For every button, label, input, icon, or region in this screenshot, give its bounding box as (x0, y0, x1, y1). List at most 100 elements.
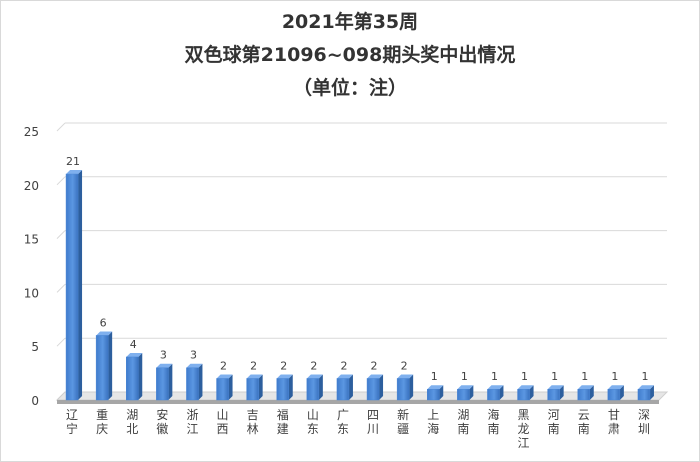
data-label: 6 (100, 316, 107, 329)
bar-front (637, 388, 651, 401)
x-tick-label: 云南 (578, 408, 590, 436)
data-label: 3 (190, 349, 197, 362)
chart-title-line-2: 双色球第21096~098期头奖中出情况 (184, 44, 516, 66)
bar-front (457, 388, 470, 401)
chart-title-line-3: （单位：注） (292, 77, 407, 99)
data-label: 1 (581, 370, 588, 383)
bar-side (439, 385, 444, 400)
bar (457, 385, 474, 401)
bar-front (396, 378, 410, 401)
bar-side (168, 363, 173, 400)
chart-title-line-1: 2021年第35周 (281, 11, 419, 33)
bar (607, 385, 624, 401)
data-label: 2 (250, 359, 257, 372)
bar-front (186, 367, 199, 401)
bar (517, 385, 534, 401)
x-tick-label: 山东 (307, 408, 319, 436)
x-tick-label: 湖南 (457, 407, 469, 436)
bar-front (276, 378, 289, 401)
y-tick-label: 0 (31, 394, 39, 408)
bar (126, 352, 143, 401)
data-label: 2 (280, 359, 287, 372)
bar (547, 385, 564, 401)
bar-front (95, 335, 109, 401)
bar-side (559, 385, 564, 400)
bar-top (607, 385, 624, 390)
bar (156, 363, 173, 401)
x-tick-label: 安徽 (156, 407, 168, 436)
y-tick-label: 25 (24, 125, 39, 139)
bar-front (366, 378, 380, 401)
data-label: 2 (220, 359, 227, 372)
bar-front (216, 378, 229, 401)
bar-top (156, 363, 173, 368)
bar-top (457, 385, 474, 390)
bar-front (547, 388, 560, 401)
bar-side (649, 385, 654, 400)
data-label: 1 (521, 370, 528, 383)
bar-front (427, 388, 440, 401)
bar (186, 363, 203, 401)
bar-front (126, 356, 139, 401)
bar-front (246, 378, 259, 401)
data-label: 2 (401, 359, 408, 372)
bar-top (517, 385, 534, 390)
gridline-side (56, 230, 66, 239)
bar-side (258, 374, 263, 400)
bar-side (288, 374, 293, 400)
y-tick-label: 10 (24, 286, 39, 300)
bar-top (306, 374, 323, 379)
data-label: 1 (611, 370, 618, 383)
data-label: 1 (431, 370, 438, 383)
data-label: 1 (461, 370, 468, 383)
bar-side (409, 374, 414, 400)
data-label: 4 (130, 338, 137, 351)
bar-side (619, 385, 624, 400)
x-tick-label: 黑龙江 (518, 408, 530, 450)
bar-front (65, 173, 79, 401)
bar (427, 385, 444, 401)
bar (396, 374, 414, 401)
gridline-side (56, 176, 66, 186)
bar-side (348, 374, 353, 400)
bar-front (607, 388, 621, 401)
bar-top (246, 374, 263, 379)
bar-side (529, 385, 534, 400)
bar-top (427, 385, 444, 390)
bar-top (186, 363, 203, 368)
x-tick-label: 新疆 (397, 407, 409, 436)
x-tick-label: 福建 (277, 407, 289, 436)
bar-front (336, 378, 350, 401)
bar-top (637, 385, 654, 390)
bar (487, 385, 504, 401)
bar-side (589, 385, 594, 400)
bar-front (156, 367, 169, 401)
bar-top (577, 385, 594, 390)
x-tick-label: 甘肃 (608, 408, 620, 436)
x-tick-label: 深圳 (638, 408, 650, 436)
data-label: 1 (491, 370, 498, 383)
x-tick-label: 吉林 (247, 408, 259, 436)
x-tick-label: 湖北 (126, 407, 138, 436)
x-tick-label: 上海 (427, 408, 439, 436)
bar-front (517, 388, 530, 401)
bar-side (379, 374, 384, 400)
bar-front (577, 388, 590, 401)
gridline-side (56, 284, 66, 293)
bar (216, 374, 233, 401)
bar (95, 331, 113, 401)
bar-side (318, 374, 323, 400)
bar-top (547, 385, 564, 390)
bar-top (397, 374, 414, 379)
bar-side (499, 385, 504, 400)
bar (366, 374, 384, 401)
bar (246, 374, 263, 401)
bar-top (276, 374, 293, 379)
x-tick-label: 广东 (337, 408, 349, 436)
x-tick-label: 四川 (367, 408, 379, 436)
x-tick-label: 河南 (548, 408, 560, 436)
bar-side (108, 331, 113, 400)
data-label: 2 (371, 359, 378, 372)
bar-top (336, 374, 353, 379)
